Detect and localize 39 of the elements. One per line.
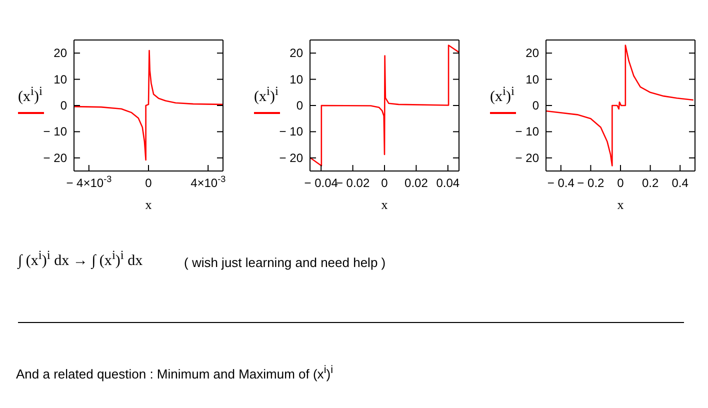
- line-series: [74, 50, 223, 161]
- x-tick-label: − 0.4: [547, 176, 575, 190]
- x-tick-label: 0.4: [672, 176, 689, 190]
- x-axis-title: x: [145, 197, 152, 212]
- x-tick-label: 0: [145, 176, 152, 190]
- x-tick-label: 4×10$^{-3}$: [190, 174, 226, 190]
- text: And a related question : Minimum and Maximum of (x$^{i}$)$^{i}$: [16, 364, 333, 382]
- y-tick-label: − 10: [515, 124, 540, 139]
- y-tick-label: 20: [290, 46, 304, 60]
- x-tick-label: 0: [617, 176, 624, 190]
- y-tick-label: 10: [526, 72, 540, 86]
- y-tick-label: 10: [54, 72, 68, 86]
- y-tick-label: 0: [60, 98, 68, 112]
- y-tick-label: − 20: [279, 150, 304, 165]
- line-series: [310, 44, 459, 166]
- line-series: [546, 44, 694, 166]
- x-tick-label: − 0.2: [577, 176, 605, 190]
- text: ∫ (x$^{i}$)$^{i}$ dx → ∫ (x$^{i}$)$^{i}$ dx: [18, 248, 143, 269]
- x-tick-label: − 4×10$^{-3}$: [66, 174, 112, 190]
- y-tick-label: 0: [296, 98, 304, 112]
- y-tick-label: 20: [526, 46, 540, 60]
- x-tick-label: 0.2: [642, 176, 659, 190]
- x-tick-label: 0: [381, 176, 388, 190]
- y-tick-label: − 10: [279, 124, 304, 139]
- x-tick-label: 0.02: [404, 176, 428, 190]
- x-axis-title: x: [381, 197, 388, 212]
- y-axis-title: (x$^{i}$)$^{i}$: [490, 84, 514, 105]
- y-tick-label: 10: [290, 72, 304, 86]
- y-tick-label: − 20: [43, 150, 68, 165]
- x-tick-label: − 0.04: [304, 176, 338, 190]
- x-axis-title: x: [617, 197, 624, 212]
- text: ( wish just learning and need help ): [184, 255, 386, 270]
- x-tick-label: 0.04: [436, 176, 460, 190]
- y-tick-label: − 20: [515, 150, 540, 165]
- y-tick-label: 20: [54, 46, 68, 60]
- y-axis-title: (x$^{i}$)$^{i}$: [18, 84, 42, 105]
- y-tick-label: 0: [532, 98, 540, 112]
- y-axis-title: (x$^{i}$)$^{i}$: [254, 84, 278, 105]
- y-tick-label: − 10: [43, 124, 68, 139]
